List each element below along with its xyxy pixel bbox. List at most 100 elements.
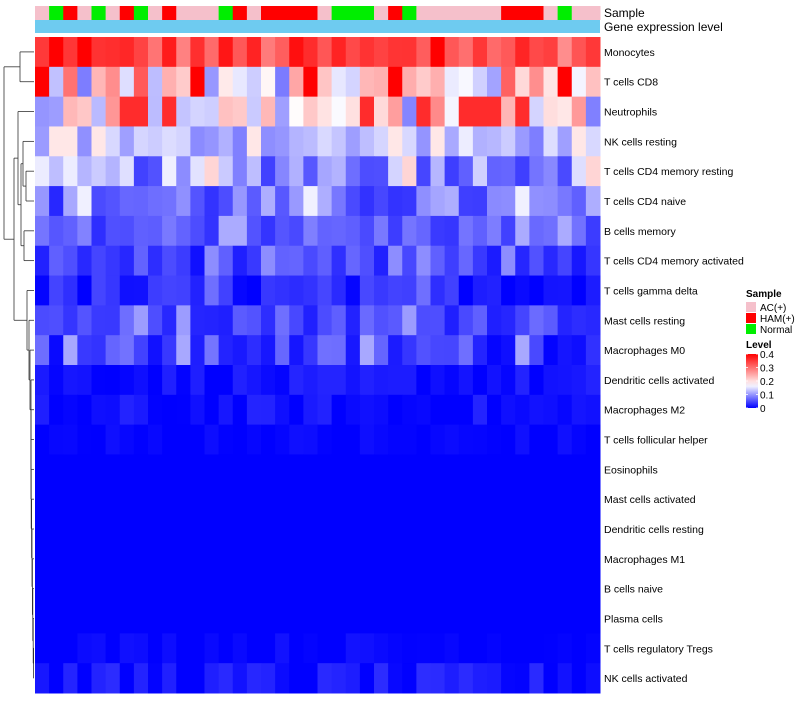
- heatmap-cell: [289, 335, 304, 366]
- heatmap-cell: [571, 603, 587, 634]
- row-label: T cells CD4 memory activated: [604, 256, 744, 268]
- sample-annotation-cell: [515, 6, 530, 20]
- heatmap-cell: [331, 66, 347, 98]
- heatmap-cell: [458, 215, 474, 247]
- heatmap-cell: [275, 275, 290, 306]
- heatmap-cell: [317, 66, 333, 98]
- heatmap-cell: [218, 305, 234, 336]
- heatmap-cell: [444, 37, 460, 68]
- heatmap-cell: [585, 215, 601, 247]
- heatmap-cell: [63, 66, 78, 98]
- heatmap-cell: [133, 573, 149, 605]
- heatmap-cell: [261, 215, 276, 247]
- heatmap-cell: [133, 543, 149, 575]
- heatmap-cell: [571, 275, 587, 306]
- heatmap-cell: [35, 633, 50, 664]
- heatmap-cell: [458, 603, 474, 634]
- heatmap-cell: [303, 663, 318, 694]
- heatmap-cell: [204, 66, 220, 98]
- heatmap-cell: [345, 394, 361, 426]
- heatmap-cell: [529, 543, 544, 575]
- heatmap-cell: [105, 126, 121, 157]
- heatmap-cell: [458, 514, 474, 545]
- heatmap-cell: [105, 394, 121, 426]
- heatmap-cell: [63, 663, 78, 694]
- heatmap-cell: [557, 186, 573, 217]
- heatmap-cell: [543, 275, 559, 306]
- heatmap-cell: [571, 365, 587, 396]
- heatmap-cell: [515, 126, 530, 157]
- heatmap-cell: [458, 37, 474, 68]
- heatmap-cell: [317, 96, 333, 127]
- heatmap-cell: [148, 514, 163, 545]
- heatmap-cell: [133, 365, 149, 396]
- heatmap-cell: [345, 484, 361, 515]
- heatmap-cell: [204, 275, 220, 306]
- heatmap-cell: [91, 514, 107, 545]
- heatmap-cell: [176, 66, 191, 98]
- heatmap-cell: [119, 424, 135, 455]
- heatmap-cell: [275, 365, 290, 396]
- heatmap-cell: [190, 66, 205, 98]
- heatmap-cell: [317, 186, 333, 217]
- heatmap-cell: [77, 573, 92, 605]
- heatmap-cell: [261, 484, 276, 515]
- heatmap-cell: [289, 484, 304, 515]
- heatmap-cell: [49, 37, 64, 68]
- heatmap-cell: [63, 394, 78, 426]
- heatmap-cell: [359, 275, 375, 306]
- heatmap-cell: [458, 573, 474, 605]
- sample-annotation-cell: [501, 6, 516, 20]
- sample-legend-label: Normal: [760, 325, 792, 336]
- heatmap-cell: [204, 186, 220, 217]
- heatmap-cell: [105, 275, 121, 306]
- heatmap-cell: [416, 37, 431, 68]
- heatmap-cell: [148, 215, 163, 247]
- heatmap-cell: [472, 96, 488, 127]
- heatmap-cell: [105, 543, 121, 575]
- heatmap-cell: [303, 305, 318, 336]
- heatmap-cell: [148, 365, 163, 396]
- heatmap-cell: [388, 633, 403, 664]
- heatmap-cell: [444, 633, 460, 664]
- heatmap-cell: [458, 484, 474, 515]
- heatmap-cell: [501, 514, 516, 545]
- heatmap-cell: [487, 335, 502, 366]
- heatmap-cell: [176, 215, 191, 247]
- heatmap-cell: [388, 66, 403, 98]
- heatmap-cell: [501, 305, 516, 336]
- heatmap-cell: [119, 663, 135, 694]
- heatmap-cell: [430, 633, 446, 664]
- heatmap-cell: [472, 633, 488, 664]
- heatmap-cell: [133, 514, 149, 545]
- heatmap-cell: [91, 305, 107, 336]
- heatmap-cell: [359, 543, 375, 575]
- heatmap-cell: [289, 215, 304, 247]
- heatmap-cell: [77, 186, 92, 217]
- heatmap-cell: [359, 514, 375, 545]
- heatmap-cell: [63, 543, 78, 575]
- heatmap-cell: [430, 126, 446, 157]
- heatmap-cell: [218, 543, 234, 575]
- heatmap-cell: [571, 66, 587, 98]
- heatmap-cell: [119, 394, 135, 426]
- heatmap-cell: [261, 394, 276, 426]
- heatmap-cell: [232, 663, 248, 694]
- heatmap-cell: [416, 543, 431, 575]
- row-label: Monocytes: [604, 47, 655, 59]
- heatmap-cell: [275, 66, 290, 98]
- heatmap-cell: [190, 275, 205, 306]
- heatmap-cell: [77, 156, 92, 187]
- heatmap-cell: [218, 603, 234, 634]
- heatmap-cell: [148, 96, 163, 127]
- heatmap-cell: [162, 484, 177, 515]
- heatmap-cell: [472, 424, 488, 455]
- heatmap-cell: [63, 305, 78, 336]
- heatmap-cell: [176, 663, 191, 694]
- heatmap-cell: [416, 215, 431, 247]
- heatmap-cell: [49, 663, 64, 694]
- heatmap-cell: [585, 186, 601, 217]
- heatmap-cell: [472, 305, 488, 336]
- heatmap-cell: [63, 454, 78, 485]
- heatmap-cell: [430, 186, 446, 217]
